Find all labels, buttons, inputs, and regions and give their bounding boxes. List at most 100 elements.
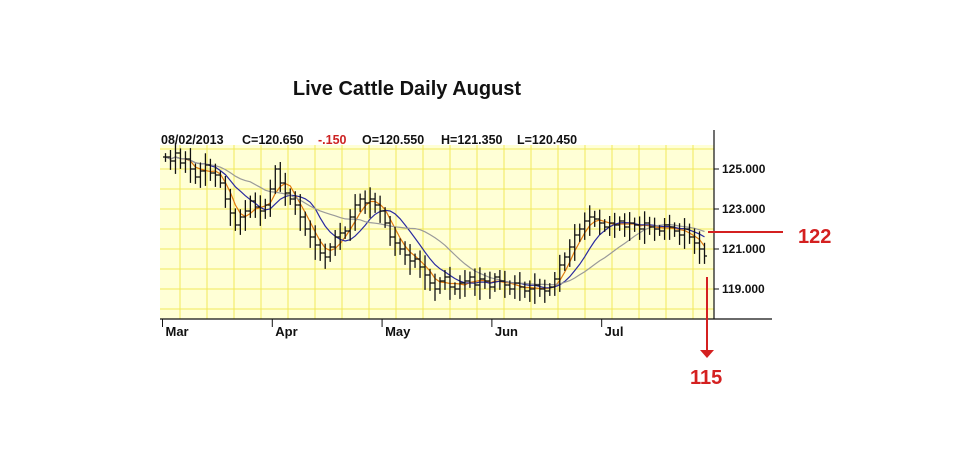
price-bar [247,195,253,218]
price-bar [377,195,383,223]
y-tick-label: 125.000 [722,162,766,176]
price-bar [642,211,648,244]
price-bar [382,207,388,228]
price-bar [422,255,428,290]
price-bar [237,209,243,235]
price-bar [417,250,423,278]
price-bar [307,220,313,248]
price-bar [632,217,638,232]
price-bar [492,273,498,292]
price-bar [582,212,588,240]
price-bar [637,216,643,240]
price-bar [347,209,353,241]
price-bar [432,273,438,301]
price-bar [522,281,528,298]
price-bar [472,268,478,296]
info-high: H=121.350 [441,133,503,147]
price-bar [412,253,418,268]
price-bar [647,216,653,235]
price-bar [532,273,538,304]
price-bar [662,218,668,240]
price-bar [512,275,518,299]
target-label-115: 115 [690,367,722,389]
target-label-122: 122 [798,226,831,248]
price-bar [292,191,298,215]
price-bar [372,192,378,213]
price-bar [542,279,548,303]
price-bar [427,268,433,291]
y-tick-label: 123.000 [722,202,766,216]
price-bar [567,239,573,267]
price-bar [302,211,308,236]
info-close: C=120.650 [242,133,304,147]
price-bar [592,210,598,227]
price-bar [617,216,623,231]
price-bar [602,219,608,232]
price-bar [202,153,208,186]
info-low: L=120.450 [517,133,577,147]
price-bar [627,212,633,241]
price-bar [387,216,393,246]
price-bar [477,267,483,300]
price-bar [227,188,233,226]
price-bar [242,200,248,231]
price-bar [537,278,543,297]
price-bar [607,216,613,236]
price-bar [162,153,168,162]
price-bar [572,224,578,261]
price-bar [507,280,513,295]
price-bar [587,205,593,236]
price-bar [362,190,368,214]
price-bar [677,223,683,245]
moving-average-line-3 [165,156,705,286]
price-bar [342,226,348,239]
info-date: 08/02/2013 [161,133,224,147]
price-bar [392,226,398,256]
price-bar [322,243,328,269]
down-arrow-head-icon [700,350,714,358]
price-bar [207,158,213,181]
price-bar [457,275,463,299]
price-bar [187,148,193,183]
price-bar [557,254,563,292]
x-tick-label: May [385,324,411,339]
price-bar [397,238,403,255]
price-bar [282,172,288,206]
price-bar [232,208,238,231]
y-tick-label: 119.000 [722,282,765,296]
price-bar [352,194,358,231]
price-bar [502,270,508,298]
price-bar [177,148,183,169]
price-bar [487,271,493,299]
price-bar [447,266,453,300]
price-bar [407,244,413,275]
price-bar [552,272,558,296]
price-bar [212,163,218,187]
price-bar [562,252,568,271]
price-bar [517,272,523,301]
price-bar [497,270,503,290]
price-bar [172,142,178,174]
price-bar [452,282,458,295]
price-bar [692,228,698,254]
price-bar [547,283,553,296]
price-bar [327,243,333,262]
price-bar [702,242,708,264]
price-bar [687,223,693,244]
price-bar [697,231,703,264]
price-bar [182,151,188,173]
price-bar [367,187,373,218]
price-bar [682,218,688,249]
price-bar [297,194,303,231]
price-bar [652,217,658,241]
price-bar [612,212,618,238]
price-bar [192,163,198,184]
price-bar [577,223,583,242]
price-bar [337,222,343,250]
price-bar [667,214,673,240]
price-bar [257,195,263,226]
price-bar [402,241,408,265]
plot-area [160,145,714,319]
price-bar [267,179,273,217]
